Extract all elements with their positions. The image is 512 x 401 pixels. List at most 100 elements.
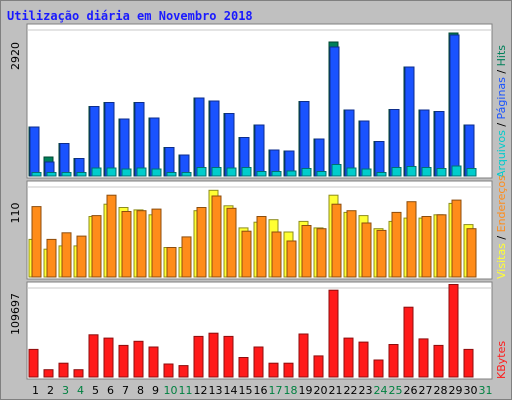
bar-pginas-day-5 — [89, 106, 100, 177]
bar-endereos-day-13 — [211, 195, 222, 278]
bar-pginas-day-3 — [59, 143, 70, 177]
day-label-4: 4 — [77, 384, 84, 397]
bar-arquivos-day-25 — [391, 167, 402, 177]
bar-kbytes-day-6 — [103, 337, 114, 378]
bar-arquivos-day-10 — [166, 172, 177, 177]
bar-arquivos-day-9 — [151, 168, 162, 177]
bar-kbytes-day-21 — [328, 289, 339, 378]
bar-arquivos-day-28 — [436, 168, 447, 177]
bar-pginas-day-21 — [329, 46, 340, 177]
bar-kbytes-day-17 — [268, 362, 279, 378]
day-label-5: 5 — [92, 384, 99, 397]
bar-kbytes-day-12 — [193, 335, 204, 378]
bar-arquivos-day-6 — [106, 167, 117, 177]
bar-pginas-day-25 — [389, 109, 400, 177]
bar-endereos-day-17 — [271, 231, 282, 278]
bar-endereos-day-21 — [331, 203, 342, 278]
bar-kbytes-day-15 — [238, 357, 249, 378]
bar-endereos-day-8 — [136, 210, 147, 278]
bar-endereos-day-7 — [121, 211, 132, 278]
chart-title: Utilização diária em Novembro 2018 — [7, 9, 253, 23]
bar-endereos-day-23 — [361, 222, 372, 278]
legend-item-pginas: Páginas — [495, 77, 508, 120]
bar-arquivos-day-27 — [421, 167, 432, 177]
legend-item-kbytes: KBytes — [495, 341, 508, 379]
bar-pginas-day-22 — [344, 109, 355, 177]
bar-pginas-day-27 — [419, 109, 430, 177]
day-label-2: 2 — [47, 384, 54, 397]
bar-pginas-day-26 — [404, 66, 415, 177]
bar-endereos-day-18 — [286, 240, 297, 278]
bar-kbytes-day-13 — [208, 332, 219, 378]
day-label-7: 7 — [122, 384, 129, 397]
bar-arquivos-day-15 — [241, 167, 252, 177]
bar-arquivos-day-21 — [331, 164, 342, 177]
bar-endereos-day-22 — [346, 210, 357, 278]
bar-pginas-day-7 — [119, 118, 130, 177]
bar-endereos-day-1 — [31, 206, 42, 278]
bar-pginas-day-6 — [104, 102, 115, 177]
bar-arquivos-day-4 — [76, 172, 87, 177]
bar-kbytes-day-18 — [283, 362, 294, 378]
bar-kbytes-day-29 — [448, 284, 459, 378]
bar-arquivos-day-23 — [361, 168, 372, 177]
bar-endereos-day-12 — [196, 207, 207, 278]
day-label-27: 27 — [419, 384, 433, 397]
day-label-19: 19 — [299, 384, 313, 397]
day-label-23: 23 — [359, 384, 373, 397]
bar-pginas-day-12 — [194, 97, 205, 177]
bar-pginas-day-23 — [359, 120, 370, 177]
bar-endereos-day-26 — [406, 201, 417, 278]
y-max-label-bottom: 109697 — [9, 293, 22, 335]
legend-bottom: KBytes — [495, 341, 508, 379]
bar-arquivos-day-19 — [301, 168, 312, 177]
bar-kbytes-day-3 — [58, 362, 69, 378]
day-label-6: 6 — [107, 384, 114, 397]
bar-arquivos-day-3 — [61, 172, 72, 177]
day-label-9: 9 — [152, 384, 159, 397]
bar-endereos-day-4 — [76, 235, 87, 278]
bar-pginas-day-16 — [254, 124, 265, 177]
bar-arquivos-day-12 — [196, 167, 207, 177]
bar-endereos-day-11 — [181, 236, 192, 278]
bar-arquivos-day-22 — [346, 167, 357, 177]
day-label-15: 15 — [239, 384, 253, 397]
bar-arquivos-day-2 — [46, 172, 57, 177]
bar-kbytes-day-30 — [463, 348, 474, 378]
day-label-17: 17 — [269, 384, 283, 397]
bar-arquivos-day-14 — [226, 167, 237, 177]
bar-kbytes-day-10 — [163, 363, 174, 378]
bar-kbytes-day-20 — [313, 355, 324, 378]
bar-endereos-day-29 — [451, 199, 462, 278]
bar-pginas-day-20 — [314, 138, 325, 177]
bar-pginas-day-29 — [449, 34, 460, 177]
bar-endereos-day-3 — [61, 232, 72, 278]
bar-arquivos-day-20 — [316, 171, 327, 177]
bar-kbytes-day-7 — [118, 344, 129, 378]
day-label-10: 10 — [164, 384, 178, 397]
bar-arquivos-day-16 — [256, 171, 267, 177]
bar-pginas-day-8 — [134, 102, 145, 177]
y-max-label-top: 2920 — [9, 42, 22, 70]
bar-pginas-day-1 — [29, 126, 40, 177]
bar-endereos-day-5 — [91, 215, 102, 278]
bar-arquivos-day-26 — [406, 166, 417, 177]
bar-arquivos-day-1 — [31, 172, 42, 177]
day-label-18: 18 — [284, 384, 298, 397]
bar-endereos-day-28 — [436, 214, 447, 278]
bar-kbytes-day-27 — [418, 338, 429, 378]
bar-kbytes-day-5 — [88, 334, 99, 378]
bar-kbytes-day-11 — [178, 365, 189, 378]
bar-arquivos-day-17 — [271, 171, 282, 177]
day-label-28: 28 — [434, 384, 448, 397]
day-label-12: 12 — [194, 384, 208, 397]
legend-item-hits: Hits — [495, 45, 508, 67]
bar-kbytes-day-16 — [253, 346, 264, 378]
bar-endereos-day-14 — [226, 207, 237, 278]
bar-endereos-day-20 — [316, 228, 327, 278]
bar-kbytes-day-23 — [358, 341, 369, 378]
bar-kbytes-day-1 — [28, 348, 39, 378]
bar-endereos-day-27 — [421, 216, 432, 278]
